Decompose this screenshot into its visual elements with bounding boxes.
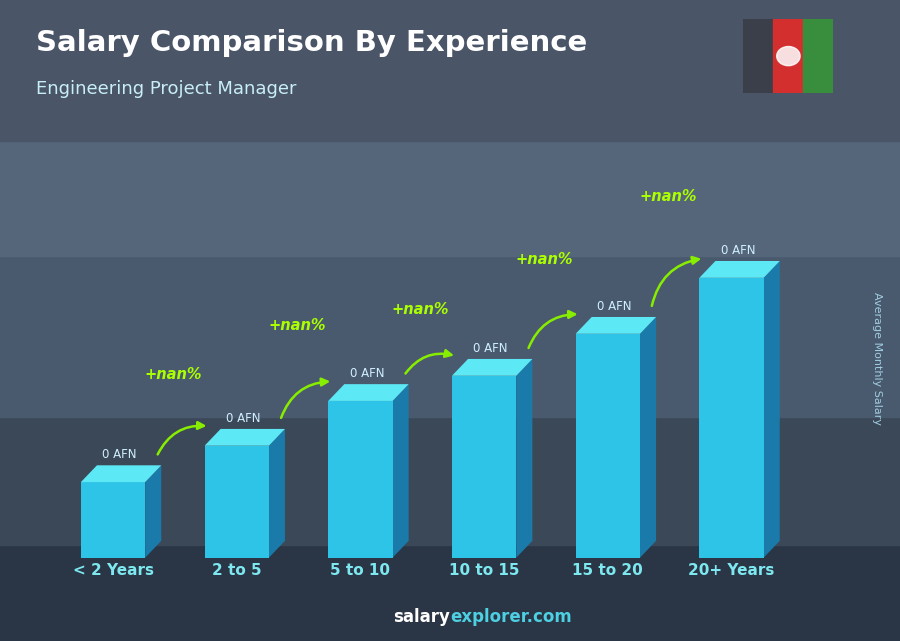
Polygon shape: [392, 384, 409, 558]
Bar: [0, 545, 900, 641]
Bar: [0, 0, 900, 141]
Bar: [773, 19, 804, 93]
Polygon shape: [81, 465, 161, 482]
Polygon shape: [699, 261, 779, 278]
Polygon shape: [576, 334, 640, 558]
Bar: [743, 19, 773, 93]
Text: 0 AFN: 0 AFN: [473, 342, 508, 354]
Polygon shape: [328, 384, 409, 401]
Polygon shape: [699, 278, 764, 558]
Polygon shape: [576, 317, 656, 334]
Bar: [0, 417, 900, 545]
Text: +nan%: +nan%: [516, 252, 573, 267]
Polygon shape: [517, 359, 533, 558]
Text: 0 AFN: 0 AFN: [226, 412, 260, 425]
Polygon shape: [204, 429, 285, 445]
Text: Salary Comparison By Experience: Salary Comparison By Experience: [36, 29, 587, 57]
Polygon shape: [452, 376, 517, 558]
Text: 0 AFN: 0 AFN: [349, 367, 384, 380]
Bar: [804, 19, 833, 93]
Text: 0 AFN: 0 AFN: [597, 300, 632, 313]
Text: salary: salary: [393, 608, 450, 626]
Polygon shape: [328, 401, 392, 558]
Circle shape: [777, 47, 800, 65]
Polygon shape: [81, 482, 145, 558]
Polygon shape: [764, 261, 779, 558]
Text: +nan%: +nan%: [144, 367, 202, 382]
Polygon shape: [145, 465, 161, 558]
Text: Engineering Project Manager: Engineering Project Manager: [36, 80, 296, 98]
Polygon shape: [452, 359, 533, 376]
Polygon shape: [640, 317, 656, 558]
Text: 0 AFN: 0 AFN: [721, 244, 755, 257]
Text: +nan%: +nan%: [268, 318, 326, 333]
Bar: [0, 256, 900, 417]
Bar: [0, 141, 900, 256]
Polygon shape: [204, 445, 269, 558]
Polygon shape: [269, 429, 285, 558]
Text: explorer.com: explorer.com: [450, 608, 572, 626]
Text: +nan%: +nan%: [639, 189, 697, 204]
Text: +nan%: +nan%: [392, 303, 449, 317]
Text: 0 AFN: 0 AFN: [103, 448, 137, 461]
Text: Average Monthly Salary: Average Monthly Salary: [871, 292, 882, 426]
